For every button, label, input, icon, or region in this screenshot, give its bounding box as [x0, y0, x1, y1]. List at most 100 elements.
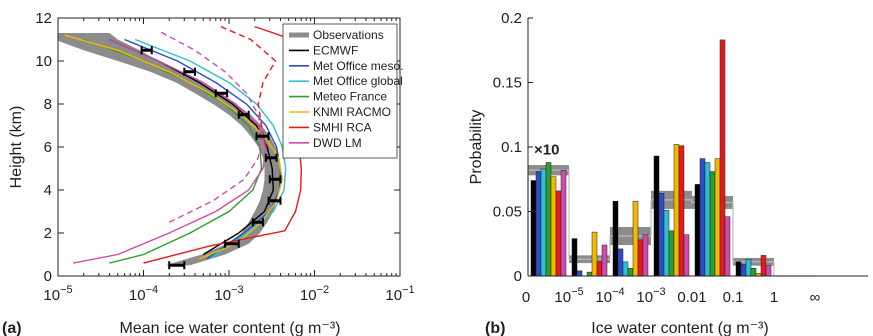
bar-met-office-global [704, 162, 711, 277]
x-tick-label-exponent: −2 [317, 284, 330, 296]
bar-smhi-rca [719, 39, 726, 277]
y-tick-label: 6 [44, 139, 52, 156]
bar-knmi-racmo [550, 176, 557, 277]
bar-met-office-meso [576, 270, 583, 277]
observation-error-bar [264, 153, 278, 162]
panel-b-y-axis-label: Probability [468, 110, 485, 185]
bar-smhi-rca [678, 145, 685, 277]
panel-a-x-axis-label: Mean ice water content (g m⁻³) [120, 320, 341, 336]
x-tick-label: 10−4 [129, 284, 158, 304]
x-tick-label-base: 10 [129, 287, 146, 304]
bar-met-office-global [745, 258, 752, 277]
x-tick-label-base: 10 [300, 287, 317, 304]
bar-ecmwf [735, 261, 742, 277]
bin-edge-label-exponent: −4 [612, 286, 625, 298]
profile-line-knmi-racmo [64, 34, 284, 260]
bar-ecmwf [612, 200, 619, 277]
panel-a-label: (a) [2, 320, 22, 336]
profile-line-ecmwf [109, 38, 275, 256]
bar-dwd-lm [724, 216, 731, 277]
y-tick-label: 2 [44, 225, 52, 242]
bar-meteo-france [545, 162, 552, 277]
observation-error-bar [140, 46, 153, 55]
bar-smhi-rca [760, 255, 767, 277]
x-tick-label-exponent: −1 [402, 284, 415, 296]
y-tick-label: 12 [35, 10, 52, 27]
profile-line-dwd-lm [72, 38, 267, 264]
observation-step-line [527, 169, 815, 277]
bar-ecmwf [694, 184, 701, 277]
legend-label-dwd-lm: DWD LM [313, 136, 362, 150]
legend-label-met-office-global: Met Office global [313, 74, 403, 88]
legend-label-met-office-meso: Met Office meso. [313, 59, 403, 73]
bar-met-office-meso [535, 171, 542, 277]
legend-label-ecmwf: ECMWF [313, 43, 358, 57]
y-tick-label: 8 [44, 96, 52, 113]
y-tick-label: 0 [514, 268, 522, 285]
bar-smhi-rca [637, 239, 644, 277]
x-tick-label-base: 10 [214, 287, 231, 304]
panel-b-label: (b) [485, 320, 505, 336]
bin-edge-label-exponent: −3 [653, 286, 666, 298]
bar-ecmwf [653, 155, 660, 277]
x-tick-label-base: 10 [385, 287, 402, 304]
x-tick-label: 10−2 [300, 284, 329, 304]
y-tick-label: 10 [35, 53, 52, 70]
bar-met-office-global [622, 261, 629, 277]
legend-label-knmi-racmo: KNMI RACMO [313, 105, 391, 119]
multiplier-label: ×10 [534, 142, 559, 159]
bin-edge-label: 10−3 [636, 286, 665, 306]
bar-smhi-rca [596, 261, 603, 277]
y-tick-label: 0.2 [501, 10, 522, 27]
x-tick-label: 10−5 [43, 284, 72, 304]
observations-band [58, 33, 281, 266]
bar-knmi-racmo [632, 200, 639, 277]
panel-b-ice-water-content-histogram: 00.050.10.150.20 10−5 10−4 10−3 0.01 0.1 1 ∞×10… [468, 10, 868, 306]
bin-edge-label-exponent: −5 [571, 286, 584, 298]
panel-b-x-axis-label: Ice water content (g m⁻³) [591, 320, 768, 336]
bar-met-office-meso [699, 158, 706, 277]
observation-error-bar [251, 218, 265, 227]
x-tick-label: 10−1 [385, 284, 414, 304]
y-tick-label: 0.15 [493, 75, 522, 92]
bar-smhi-rca [555, 190, 562, 277]
bin-edge-label: 0.01 [677, 289, 706, 306]
y-tick-label: 0 [44, 268, 52, 285]
bar-dwd-lm [683, 234, 690, 277]
bar-dwd-lm [601, 244, 608, 277]
bar-met-office-global [663, 209, 670, 277]
bar-dwd-lm [560, 169, 567, 277]
bar-met-office-meso [740, 264, 747, 277]
bar-dwd-lm [642, 234, 649, 277]
bar-met-office-meso [658, 193, 665, 277]
bin-edge-label-base: 10 [554, 289, 571, 306]
observation-error-bar [224, 239, 240, 248]
bar-meteo-france [750, 268, 757, 277]
bar-meteo-france [627, 268, 634, 277]
bar-ecmwf [571, 238, 578, 277]
y-tick-label: 4 [44, 182, 52, 199]
bar-meteo-france [668, 230, 675, 277]
legend-box [282, 23, 398, 159]
panel-a-y-axis-label: Height (km) [8, 106, 25, 189]
bar-dwd-lm [765, 265, 772, 277]
bin-edge-label-base: 10 [636, 289, 653, 306]
x-tick-label-base: 10 [43, 287, 60, 304]
legend-label-observations: Observations [313, 28, 384, 42]
bar-meteo-france [709, 171, 716, 277]
legend-label-smhi-rca: SMHI RCA [313, 120, 372, 134]
bin-edge-label-base: 10 [595, 289, 612, 306]
observation-error-bar [183, 67, 196, 76]
bin-edge-label: 1 [770, 289, 778, 306]
bar-ecmwf [530, 180, 537, 277]
bin-edge-label: ∞ [810, 289, 821, 306]
observation-error-bar [255, 132, 270, 141]
bin-edge-label: 10−4 [595, 286, 624, 306]
observation-error-bar [268, 175, 282, 184]
bin-edge-label: 10−5 [554, 286, 583, 306]
x-tick-label-exponent: −3 [231, 284, 244, 296]
y-tick-label: 0.1 [501, 139, 522, 156]
